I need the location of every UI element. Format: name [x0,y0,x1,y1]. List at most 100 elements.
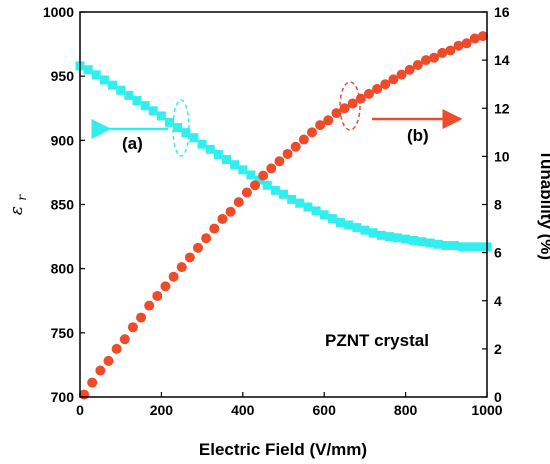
y-left-title-main: ε [7,206,27,215]
series-b-label: (b) [407,126,429,145]
y-right-tick-label: 16 [494,4,510,20]
square-marker [213,149,223,159]
circle-marker [274,156,285,167]
circle-marker [176,262,187,273]
square-marker [401,234,411,244]
circle-marker [380,79,391,90]
square-marker [222,155,232,165]
square-marker [99,75,109,85]
circle-marker [388,74,399,85]
y-left-tick-label: 700 [51,389,75,405]
y-left-axis-title: ε r [7,194,29,216]
square-marker [83,65,93,75]
series-b-ellipse [339,81,361,131]
circle-marker [160,281,171,292]
circle-marker [331,108,342,119]
y-left-tick-label: 750 [51,325,75,341]
circle-marker [87,377,98,388]
square-marker [254,175,264,185]
square-marker [287,194,297,204]
square-marker [132,96,142,106]
series-permittivity [75,61,492,252]
square-marker [124,90,134,100]
circle-marker [225,206,236,217]
circle-marker [119,334,130,345]
square-marker [165,117,175,127]
x-tick-label: 800 [394,402,418,418]
x-tick-label: 600 [313,402,337,418]
square-marker [360,225,370,235]
y-right-tick-label: 0 [494,389,502,405]
square-marker [392,233,402,243]
square-marker [295,198,305,208]
y-right-tick-label: 4 [494,293,502,309]
square-marker [384,232,394,242]
square-marker [409,235,419,245]
x-tick-label: 0 [76,402,84,418]
circle-marker [250,180,261,191]
x-tick-label: 1000 [471,402,502,418]
circle-marker [201,233,212,244]
square-marker [368,228,378,238]
square-marker [140,101,150,111]
circle-marker [217,213,228,224]
circle-marker [339,103,350,114]
y-left-tick-label: 850 [51,197,75,213]
square-marker [344,220,354,230]
square-marker [311,206,321,216]
circle-marker [266,163,277,174]
circle-marker [412,59,423,70]
y-left-title-subscript: r [15,194,29,201]
square-marker [279,189,288,199]
square-marker [319,210,329,220]
y-right-tick-label: 6 [494,245,502,261]
y-left-tick-label: 950 [51,68,75,84]
square-marker [458,242,468,252]
circle-marker [469,33,480,44]
y-right-tick-label: 8 [494,197,502,213]
square-marker [303,202,313,212]
circle-marker [233,197,244,208]
circle-marker [241,187,252,198]
square-marker [474,242,484,252]
square-marker [173,123,183,132]
circle-marker [429,52,440,63]
circle-marker [347,98,358,109]
circle-marker [127,322,138,333]
y-left-tick-label: 800 [51,261,75,277]
circle-marker [437,47,448,58]
y-right-tick-label: 10 [494,148,510,164]
square-marker [441,241,451,251]
circle-marker [445,45,456,56]
circle-marker [323,115,334,126]
square-marker [91,70,101,80]
circle-marker [258,170,269,181]
square-marker [327,214,337,224]
square-marker [116,85,126,95]
circle-marker [477,31,488,42]
circle-marker [136,312,147,323]
series-a-label: (a) [122,134,143,153]
circle-marker [209,223,220,234]
circle-marker [306,127,317,138]
y-right-tick-label: 2 [494,341,502,357]
series-a-ellipse [172,99,190,157]
square-marker [433,239,443,249]
circle-marker [372,84,383,94]
square-marker [230,160,240,170]
x-axis-title: Electric Field (V/mm) [199,440,367,459]
circle-marker [420,55,431,66]
square-marker [352,223,362,233]
y-left-tick-label: 900 [51,132,75,148]
svg-text:Tunability (%): Tunability (%) [537,150,550,260]
square-marker [181,128,191,138]
series-tunability [79,31,488,400]
circle-marker [152,290,163,301]
y-right-axis-title: Tunability (%) [537,150,550,260]
x-tick-label: 200 [150,402,174,418]
circle-marker [168,271,179,282]
circle-marker [95,365,106,376]
square-marker [205,144,215,154]
square-marker [466,242,476,252]
